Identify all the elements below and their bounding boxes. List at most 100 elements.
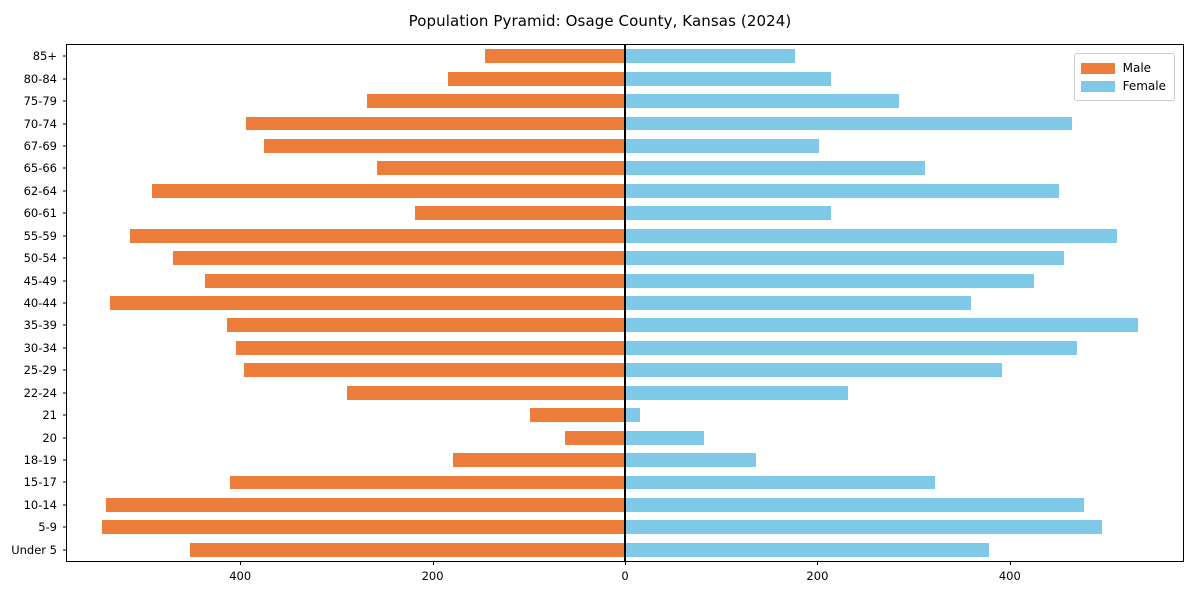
y-tick-label-55-59: 55-59 xyxy=(23,228,57,243)
bar-group xyxy=(67,385,1183,400)
bar-female xyxy=(625,94,900,109)
bar-male xyxy=(172,251,625,266)
x-tick-mark xyxy=(240,561,242,565)
bar-group xyxy=(67,520,1183,535)
x-tick-mark xyxy=(817,561,819,565)
bar-male xyxy=(447,71,625,86)
y-tick-mark xyxy=(63,549,67,551)
y-tick-mark xyxy=(63,78,67,80)
y-tick-label-60-61: 60-61 xyxy=(23,206,57,221)
y-tick-mark xyxy=(63,167,67,169)
y-tick-label-67-69: 67-69 xyxy=(23,138,57,153)
center-axis-line xyxy=(624,45,626,561)
y-tick-mark xyxy=(63,235,67,237)
y-tick-label-80-84: 80-84 xyxy=(23,71,57,86)
bar-group xyxy=(67,318,1183,333)
bar-female xyxy=(625,116,1073,131)
y-tick-label-18-19: 18-19 xyxy=(23,453,57,468)
legend-swatch-male xyxy=(1080,62,1115,74)
x-tick-label-1: 200 xyxy=(421,569,444,583)
y-tick-label-22-24: 22-24 xyxy=(23,385,57,400)
y-tick-mark xyxy=(63,190,67,192)
legend-label-female: Female xyxy=(1122,79,1166,93)
y-tick-label-under-5: Under 5 xyxy=(11,542,57,557)
legend-swatch-female xyxy=(1080,80,1115,92)
legend-entry-male: Male xyxy=(1080,59,1166,77)
y-tick-label-10-14: 10-14 xyxy=(23,497,57,512)
bar-group xyxy=(67,542,1183,557)
bar-male xyxy=(415,206,625,221)
bar-male xyxy=(226,318,625,333)
x-tick-label-2: 0 xyxy=(621,569,629,583)
y-tick-label-25-29: 25-29 xyxy=(23,363,57,378)
bar-female xyxy=(625,385,849,400)
bar-group xyxy=(67,251,1183,266)
bar-male xyxy=(129,228,625,243)
bar-male xyxy=(529,408,625,423)
y-tick-mark xyxy=(63,55,67,57)
y-tick-mark xyxy=(63,414,67,416)
bar-group xyxy=(67,139,1183,153)
bar-female xyxy=(625,139,820,153)
x-tick-label-4: 400 xyxy=(998,569,1021,583)
bar-male xyxy=(236,340,625,355)
bar-group xyxy=(67,475,1183,490)
bar-group xyxy=(67,71,1183,86)
y-tick-mark xyxy=(63,481,67,483)
bar-group xyxy=(67,363,1183,378)
legend-label-male: Male xyxy=(1122,61,1152,75)
y-tick-mark xyxy=(63,526,67,528)
bar-male xyxy=(452,453,625,467)
bar-male xyxy=(229,475,625,490)
y-tick-label-5-9: 5-9 xyxy=(38,520,57,535)
plot-area xyxy=(67,45,1183,561)
bar-group xyxy=(67,161,1183,176)
bar-group xyxy=(67,497,1183,512)
x-tick-mark xyxy=(432,561,434,565)
y-tick-mark xyxy=(63,324,67,326)
y-tick-mark xyxy=(63,392,67,394)
bar-group xyxy=(67,296,1183,310)
y-tick-mark xyxy=(63,145,67,147)
bar-male xyxy=(484,49,625,64)
bar-group xyxy=(67,430,1183,445)
bar-male xyxy=(204,273,625,288)
bar-male xyxy=(565,430,625,445)
bar-male xyxy=(245,116,625,131)
y-tick-label-15-17: 15-17 xyxy=(23,475,57,490)
plot-axes: Male Female 85+ 80-84 75-79 70-74 67-69 65-66… xyxy=(11,44,1184,583)
bar-group xyxy=(67,273,1183,288)
bar-female xyxy=(625,475,935,490)
bar-male xyxy=(101,520,625,535)
bar-male xyxy=(346,385,625,400)
bar-group xyxy=(67,206,1183,221)
bar-female xyxy=(625,273,1034,288)
bar-female xyxy=(625,296,972,310)
chart-legend: Male Female xyxy=(1073,53,1175,101)
bar-male xyxy=(244,363,625,378)
y-tick-mark xyxy=(63,100,67,102)
bar-group xyxy=(67,408,1183,423)
bar-female xyxy=(625,542,989,557)
bar-group xyxy=(67,183,1183,198)
y-tick-label-21: 21 xyxy=(42,408,57,423)
x-tick-mark xyxy=(1009,561,1011,565)
y-tick-label-85-: 85+ xyxy=(32,49,57,64)
y-tick-mark xyxy=(63,302,67,304)
bar-female xyxy=(625,340,1078,355)
bar-female xyxy=(625,251,1064,266)
bar-group xyxy=(67,228,1183,243)
bar-male xyxy=(110,296,625,310)
bar-female xyxy=(625,183,1059,198)
bar-female xyxy=(625,430,704,445)
x-tick-label-3: 200 xyxy=(806,569,829,583)
bar-group xyxy=(67,116,1183,131)
bar-female xyxy=(625,497,1084,512)
y-tick-mark xyxy=(63,212,67,214)
y-tick-mark xyxy=(63,347,67,349)
bar-group xyxy=(67,49,1183,64)
y-tick-label-62-64: 62-64 xyxy=(23,183,57,198)
bar-group xyxy=(67,453,1183,467)
bar-female xyxy=(625,71,831,86)
